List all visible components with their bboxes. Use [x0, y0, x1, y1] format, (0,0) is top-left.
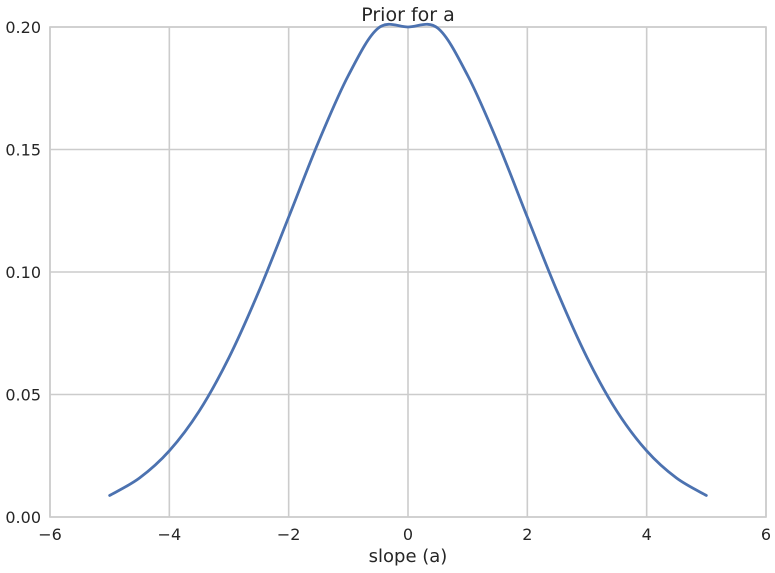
- chart-title: Prior for a: [361, 4, 455, 26]
- x-tick-labels: −6 −4 −2 0 2 4 6: [38, 525, 771, 544]
- y-tick-label: 0.20: [5, 18, 41, 37]
- y-tick-label: 0.00: [5, 508, 41, 527]
- y-tick-labels: 0.00 0.05 0.10 0.15 0.20: [5, 18, 41, 527]
- x-tick-label: 6: [761, 525, 771, 544]
- x-axis-title: slope (a): [369, 546, 448, 567]
- series-layer: [108, 22, 708, 497]
- x-tick-label: 0: [403, 525, 413, 544]
- x-tick-label: −4: [158, 525, 182, 544]
- x-tick-label: −6: [38, 525, 62, 544]
- x-tick-label: −2: [277, 525, 301, 544]
- y-tick-label: 0.15: [5, 141, 41, 160]
- y-tick-label: 0.05: [5, 386, 41, 405]
- x-tick-label: 4: [642, 525, 652, 544]
- series-line: [108, 22, 708, 497]
- y-tick-label: 0.10: [5, 263, 41, 282]
- x-tick-label: 2: [522, 525, 532, 544]
